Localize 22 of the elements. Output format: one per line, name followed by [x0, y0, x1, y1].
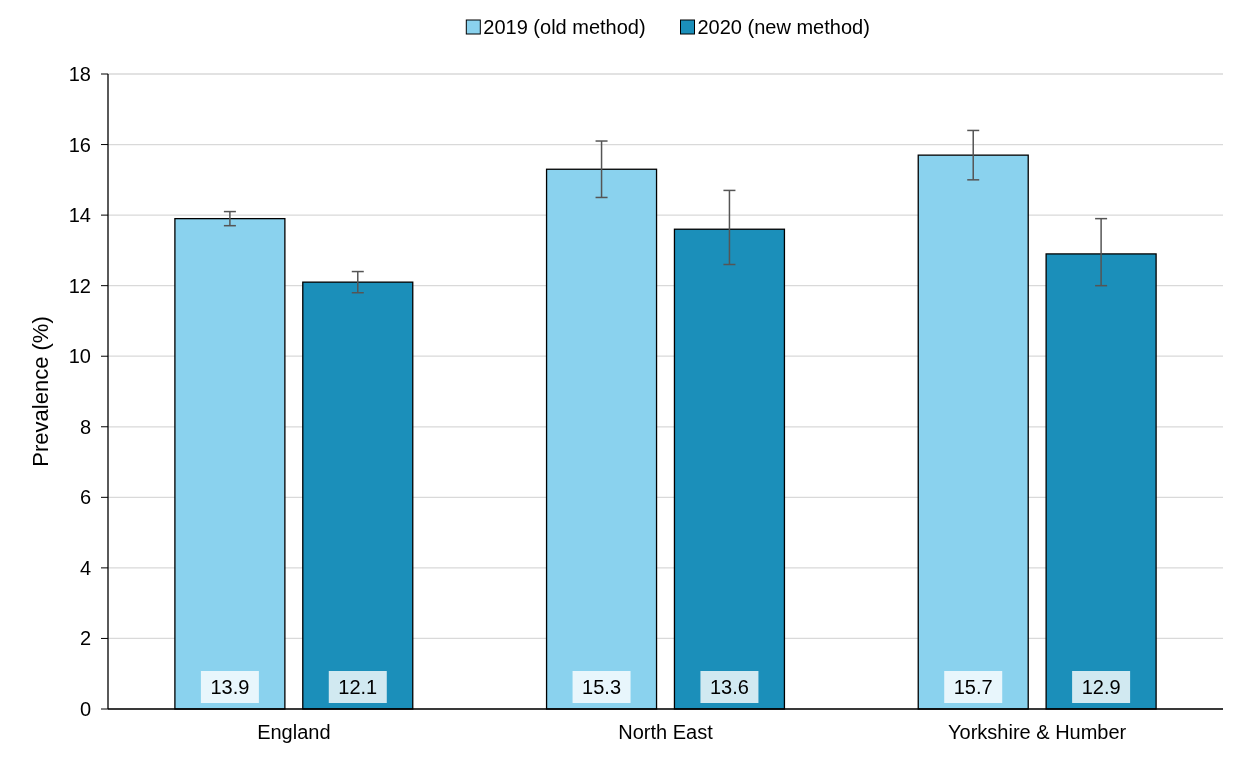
- y-tick-label: 4: [79, 556, 91, 579]
- y-tick-label: 12: [68, 274, 91, 297]
- legend-label: 2020 (new method): [697, 16, 870, 38]
- y-tick-label: 2: [79, 627, 91, 650]
- y-tick-label: 18: [68, 63, 91, 85]
- data-label: 13.6: [709, 676, 749, 698]
- y-tick-label: 16: [68, 133, 91, 156]
- y-tick-label: 6: [79, 486, 91, 509]
- data-label: 12.9: [1081, 676, 1121, 698]
- x-tick-label: North East: [618, 721, 714, 743]
- legend-label: 2019 (old method): [483, 16, 646, 38]
- data-label: 15.3: [582, 676, 622, 698]
- data-label: 12.1: [338, 676, 378, 698]
- data-label: 15.7: [953, 676, 993, 698]
- x-tick-label: Yorkshire & Humber: [948, 721, 1127, 743]
- y-tick-label: 10: [68, 345, 91, 368]
- y-tick-label: 8: [79, 415, 91, 438]
- data-label: 13.9: [210, 676, 250, 698]
- x-tick-label: England: [257, 721, 331, 743]
- y-tick-label: 14: [68, 204, 91, 227]
- y-axis-title: Prevalence (%): [28, 316, 53, 467]
- y-tick-label: 0: [79, 698, 91, 720]
